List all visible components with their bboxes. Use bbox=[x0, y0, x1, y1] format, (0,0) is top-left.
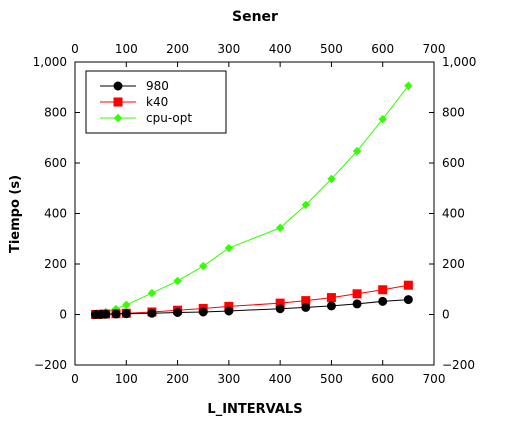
legend-entry-980: 980 bbox=[100, 79, 169, 93]
legend-marker bbox=[113, 81, 123, 91]
data-point bbox=[352, 299, 362, 309]
y-tick-label-right: 800 bbox=[442, 106, 465, 120]
x-tick-label-top: 700 bbox=[423, 42, 446, 56]
data-point bbox=[275, 223, 285, 233]
series-layer bbox=[91, 81, 413, 319]
data-point bbox=[224, 306, 234, 316]
x-tick-label-bottom: 100 bbox=[115, 372, 138, 386]
data-point bbox=[147, 308, 157, 318]
legend-marker bbox=[113, 113, 123, 123]
x-tick-label-bottom: 200 bbox=[166, 372, 189, 386]
data-point bbox=[199, 261, 208, 271]
data-point bbox=[326, 301, 336, 311]
data-point bbox=[404, 81, 413, 90]
x-tick-label-bottom: 400 bbox=[269, 372, 292, 386]
y-tick-label-right: 400 bbox=[442, 207, 465, 221]
x-tick-label-top: 200 bbox=[166, 42, 189, 56]
data-point bbox=[275, 304, 285, 314]
data-point bbox=[111, 309, 121, 319]
x-tick-label-top: 0 bbox=[71, 42, 79, 56]
data-point bbox=[301, 200, 310, 210]
y-tick-label-right: 1,000 bbox=[442, 55, 476, 69]
data-point bbox=[352, 289, 362, 299]
data-point bbox=[173, 307, 183, 317]
data-point bbox=[403, 295, 413, 305]
data-point bbox=[403, 280, 413, 290]
y-tick-label-left: 1,000 bbox=[33, 55, 67, 69]
data-point bbox=[327, 174, 336, 184]
legend-label: k40 bbox=[146, 95, 168, 109]
x-tick-label-bottom: 600 bbox=[371, 372, 394, 386]
x-tick-label-top: 300 bbox=[217, 42, 240, 56]
y-tick-label-right: 600 bbox=[442, 156, 465, 170]
series-k40 bbox=[91, 280, 413, 319]
y-tick-label-left: −200 bbox=[34, 358, 67, 372]
y-tick-label-right: 200 bbox=[442, 257, 465, 271]
y-tick-label-left: 600 bbox=[44, 156, 67, 170]
y-tick-label-left: 200 bbox=[44, 257, 67, 271]
data-point bbox=[224, 243, 234, 253]
y-tick-label-left: 800 bbox=[44, 106, 67, 120]
y-tick-label-left: 400 bbox=[44, 207, 67, 221]
axis-ticks: 0 0 100 100 200 200 300 300 400 400 500 500 600 600 70… bbox=[33, 42, 477, 386]
legend-marker bbox=[113, 97, 123, 107]
x-tick-label-top: 100 bbox=[115, 42, 138, 56]
data-point bbox=[122, 300, 131, 310]
data-point bbox=[121, 309, 131, 319]
legend-entry-cpu-opt: cpu-opt bbox=[100, 111, 192, 125]
data-point bbox=[378, 296, 388, 306]
data-point bbox=[301, 302, 311, 312]
y-tick-label-right: 0 bbox=[442, 308, 450, 322]
data-point bbox=[326, 293, 336, 303]
data-point bbox=[198, 307, 208, 317]
legend-label: 980 bbox=[146, 79, 169, 93]
legend: 980 k40 cpu-opt bbox=[85, 70, 227, 134]
x-tick-label-bottom: 500 bbox=[320, 372, 343, 386]
legend-label: cpu-opt bbox=[146, 111, 192, 125]
x-tick-label-bottom: 0 bbox=[71, 372, 79, 386]
data-point bbox=[173, 276, 182, 286]
x-tick-label-top: 500 bbox=[320, 42, 343, 56]
y-tick-label-left: 0 bbox=[59, 308, 67, 322]
x-axis-label: L_INTERVALS bbox=[207, 402, 302, 417]
data-point bbox=[147, 288, 157, 298]
y-tick-label-right: −200 bbox=[442, 358, 475, 372]
legend-entry-k40: k40 bbox=[100, 95, 168, 109]
x-tick-label-bottom: 700 bbox=[423, 372, 446, 386]
data-point bbox=[378, 114, 387, 124]
data-point bbox=[378, 285, 388, 295]
chart-title: Sener bbox=[232, 9, 278, 25]
series-980 bbox=[91, 295, 413, 319]
y-axis-label: Tiempo (s) bbox=[8, 175, 23, 253]
x-tick-label-top: 400 bbox=[269, 42, 292, 56]
data-point bbox=[352, 146, 362, 156]
data-point bbox=[101, 309, 111, 319]
x-tick-label-bottom: 300 bbox=[217, 372, 240, 386]
x-tick-label-top: 600 bbox=[371, 42, 394, 56]
